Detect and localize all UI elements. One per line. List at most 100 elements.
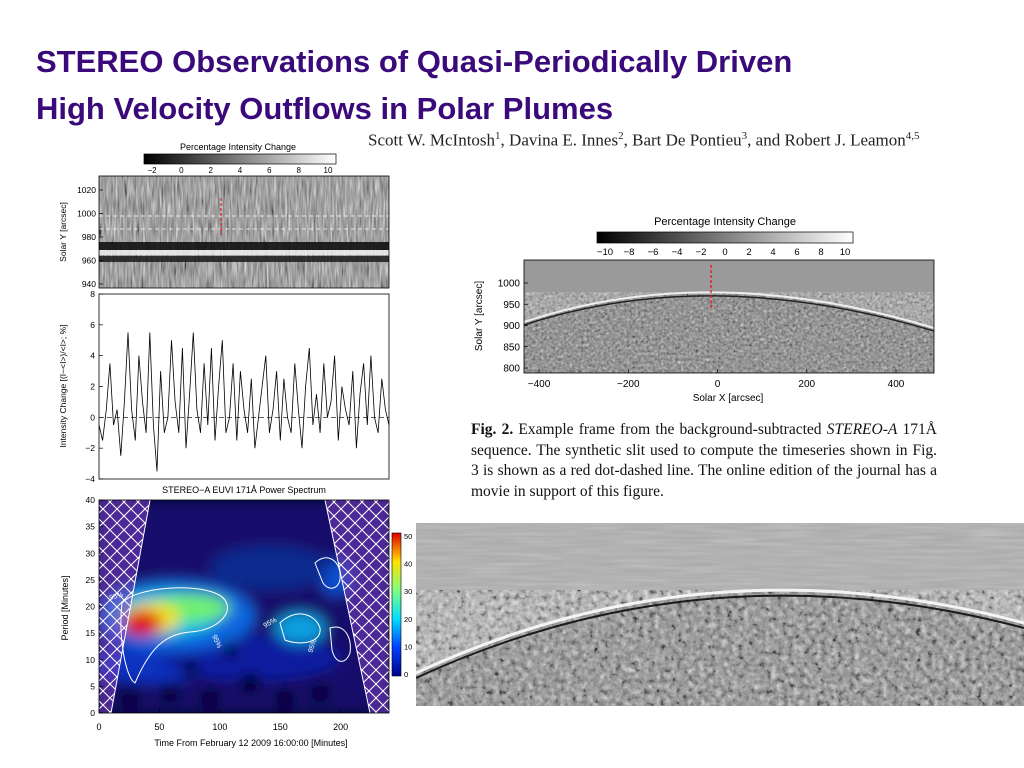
caption-italic: STEREO-A	[826, 421, 898, 438]
enlarged-limb-image	[416, 523, 1024, 706]
y-tick-label: 1000	[77, 209, 96, 219]
panel1-ylabel: Solar Y [arcsec]	[58, 202, 68, 262]
colorbar-tick-label: 6	[794, 247, 799, 258]
x-tick-label: −400	[528, 379, 551, 390]
y-tick-label: 950	[503, 300, 520, 311]
colorbar-tick-label: 8	[818, 247, 823, 258]
y-tick-label: 960	[82, 256, 96, 266]
colorbar-tick-label: 6	[267, 166, 272, 175]
slide-title-line-2: High Velocity Outflows in Polar Plumes	[36, 91, 614, 126]
x-tick-label: −200	[617, 379, 640, 390]
affiliation-4: 4,5	[905, 130, 920, 142]
contour-label: 95%	[109, 592, 124, 602]
right-axis: 1000 950 900 850 800 −400 −200 0 200 400	[498, 279, 905, 391]
y-tick-label: 800	[503, 364, 520, 375]
left-colorbar-ticks: −2 0 2 4 6 8 10	[147, 166, 333, 175]
right-xlabel: Solar X [arcsec]	[693, 393, 764, 404]
colorbar-tick-label: −2	[696, 247, 707, 258]
y-tick-label: 900	[503, 321, 520, 332]
colorbar-tick-label: 40	[404, 560, 412, 569]
left-colorbar	[143, 153, 337, 165]
colorbar-tick-label: 10	[324, 166, 333, 175]
y-tick-label: 980	[82, 232, 96, 242]
x-tick-label: 0	[96, 722, 101, 732]
y-tick-label: 0	[90, 412, 95, 422]
figure-caption: Fig. 2. Example frame from the backgroun…	[471, 420, 937, 502]
y-tick-label: −4	[85, 474, 95, 484]
caption-label: Fig. 2.	[471, 421, 514, 438]
colorbar-tick-label: 4	[770, 247, 775, 258]
slide-title: STEREO Observations of Quasi-Periodicall…	[36, 38, 1016, 132]
left-figure: Percentage Intensity Change −2 0 2 4 6 8 10 So…	[58, 142, 412, 748]
y-tick-label: 850	[503, 342, 520, 353]
x-tick-label: 100	[212, 722, 227, 732]
colorbar-tick-label: 10	[404, 642, 412, 651]
colorbar-tick-label: −10	[597, 247, 613, 258]
left-colorbar-title: Percentage Intensity Change	[180, 142, 296, 152]
affiliation-1: 1	[495, 130, 501, 142]
x-tick-label: 200	[333, 722, 348, 732]
colorbar-tick-label: 2	[208, 166, 213, 175]
y-tick-label: 40	[86, 495, 96, 505]
colorbar-tick-label: 2	[746, 247, 751, 258]
y-tick-label: 25	[86, 575, 96, 585]
colorbar-tick-label: 0	[722, 247, 727, 258]
intensity-series-line	[98, 332, 390, 472]
colorbar-tick-label: 0	[404, 670, 408, 679]
significance-contour	[120, 587, 228, 684]
power-spectrum-image: 95% 95% 95% 95%	[99, 500, 389, 713]
right-ylabel: Solar Y [arcsec]	[474, 281, 485, 351]
x-tick-label: 200	[798, 379, 815, 390]
affiliation-2: 2	[618, 130, 624, 142]
y-tick-label: −2	[85, 443, 95, 453]
colorbar-tick-label: 8	[296, 166, 301, 175]
y-tick-label: 4	[90, 351, 95, 361]
power-colorbar-ticks: 50 40 30 20 10 0	[404, 532, 412, 679]
power-spectrum-ylabel: Period [Minutes]	[60, 575, 70, 640]
power-spectrum-axis: 0 5 10 15 20 25 30 35 40 0 50 100 150 200	[86, 495, 349, 732]
affiliation-3: 3	[741, 130, 748, 142]
x-tick-label: 50	[154, 722, 164, 732]
author-1: Scott W. McIntosh	[368, 130, 496, 150]
right-colorbar-title: Percentage Intensity Change	[654, 216, 796, 228]
y-tick-label: 1020	[77, 185, 96, 195]
colorbar-tick-label: −8	[624, 247, 635, 258]
right-figure: Percentage Intensity Change −10 −8 −6 −4 −2 0…	[474, 216, 935, 404]
author-line: Scott W. McIntosh1, Davina E. Innes2, Ba…	[368, 130, 920, 150]
power-spectrum-xlabel: Time From February 12 2009 16:00:00 [Min…	[154, 738, 347, 748]
y-tick-label: 8	[90, 289, 95, 299]
y-tick-label: 0	[90, 708, 95, 718]
panel1-yticks: 1020 1000 980 960 940	[77, 185, 103, 289]
y-tick-label: 6	[90, 320, 95, 330]
y-tick-label: 15	[86, 628, 96, 638]
power-spectrum-title: STEREO−A EUVI 171Å Power Spectrum	[162, 485, 326, 495]
y-tick-label: 2	[90, 382, 95, 392]
panel2-ylabel: Intensity Change [(I−<I>)/<I>; %]	[58, 324, 68, 447]
colorbar-tick-label: 30	[404, 587, 412, 596]
caption-text-1: Example frame from the background-subtra…	[513, 421, 827, 438]
x-tick-label: 150	[273, 722, 288, 732]
solar-limb-image	[524, 260, 934, 373]
y-tick-label: 35	[86, 522, 96, 532]
y-tick-label: 10	[86, 655, 96, 665]
slide-title-line-1: STEREO Observations of Quasi-Periodicall…	[36, 44, 793, 79]
y-tick-label: 1000	[498, 279, 521, 290]
power-colorbar	[391, 532, 402, 677]
right-colorbar	[596, 231, 854, 244]
intensity-plot-frame	[98, 293, 390, 480]
colorbar-tick-label: 20	[404, 615, 412, 624]
caption-text-2: 171Å sequence. The synthetic slit used t…	[471, 421, 938, 500]
colorbar-tick-label: 4	[238, 166, 243, 175]
contour-label: 95%	[307, 638, 318, 654]
colorbar-tick-label: −2	[147, 166, 157, 175]
colorbar-tick-label: 0	[179, 166, 184, 175]
colorbar-tick-label: −4	[672, 247, 683, 258]
x-tick-label: 400	[888, 379, 905, 390]
colorbar-tick-label: −6	[648, 247, 659, 258]
y-tick-label: 5	[90, 681, 95, 691]
y-tick-label: 940	[82, 279, 96, 289]
right-colorbar-ticks: −10 −8 −6 −4 −2 0 2 4 6 8 10	[597, 247, 850, 258]
author-4: and Robert J. Leamon	[755, 130, 906, 150]
x-tick-label: 0	[715, 379, 721, 390]
author-2: Davina E. Innes	[509, 130, 619, 150]
